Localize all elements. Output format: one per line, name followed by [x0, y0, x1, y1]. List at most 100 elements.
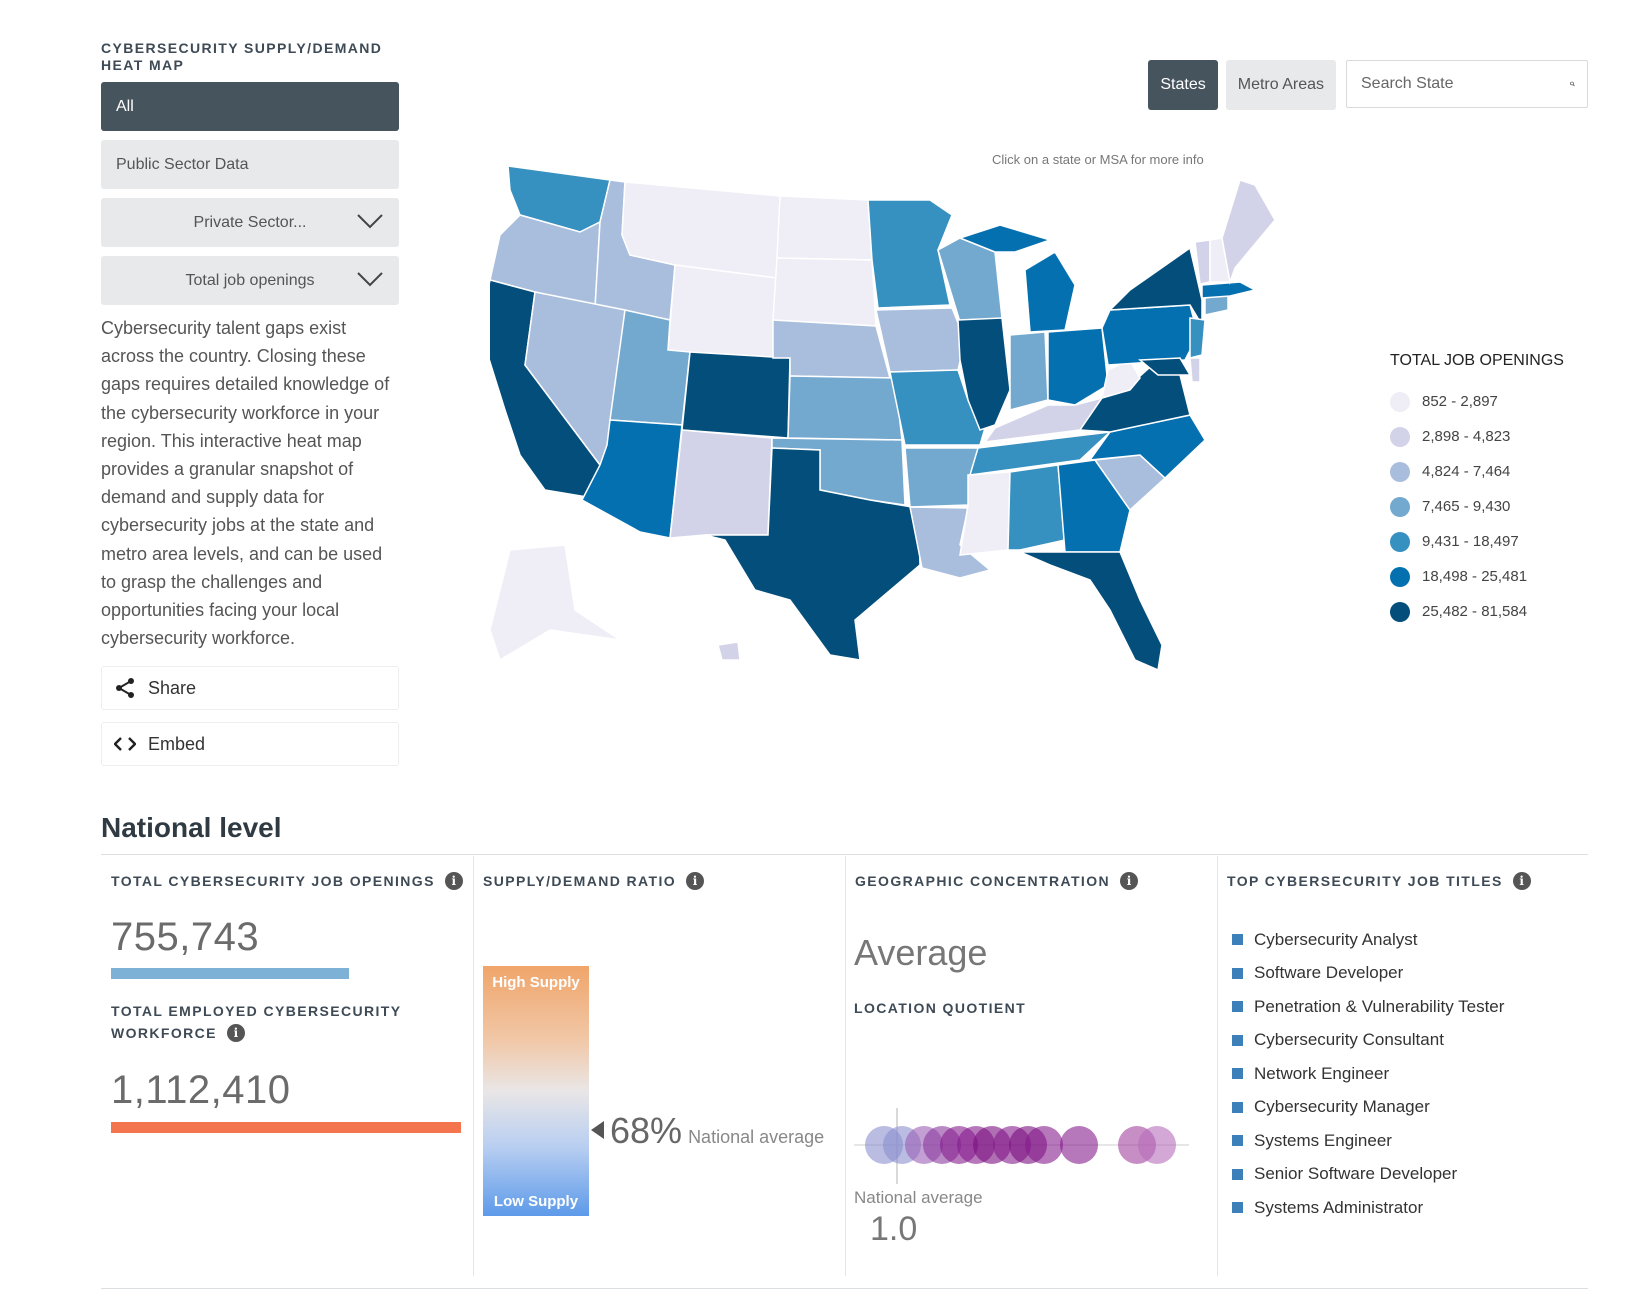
state-AR[interactable]	[904, 447, 979, 508]
state-NJ[interactable]	[1189, 317, 1206, 359]
legend-item: 2,898 - 4,823	[1390, 419, 1564, 454]
lq-title: LOCATION QUOTIENT	[854, 1000, 1027, 1016]
state-AK[interactable]	[490, 544, 621, 662]
state-FL[interactable]	[1019, 551, 1163, 672]
state-NE[interactable]	[772, 319, 891, 379]
filter-public-sector-button[interactable]: Public Sector Data	[101, 140, 399, 189]
list-item: Systems Engineer	[1232, 1124, 1504, 1158]
info-icon[interactable]: i	[444, 872, 463, 890]
bullet-icon	[1232, 967, 1243, 979]
pointer-icon	[591, 1121, 604, 1139]
state-DE[interactable]	[1189, 357, 1201, 383]
code-icon	[114, 733, 136, 755]
state-WY[interactable]	[667, 264, 778, 361]
state-OH[interactable]	[1047, 327, 1109, 406]
metric-dropdown[interactable]: Total job openings	[101, 256, 399, 305]
state-AL[interactable]	[1007, 464, 1066, 551]
lq-dot[interactable]	[1060, 1126, 1098, 1164]
legend-swatch	[1390, 461, 1410, 482]
lq-dot[interactable]	[1138, 1126, 1176, 1164]
workforce-title-line1: TOTAL EMPLOYED CYBERSECURITY	[111, 1003, 402, 1019]
state-MI[interactable]	[1024, 250, 1076, 333]
metric-label: Total job openings	[185, 271, 315, 289]
state-ND[interactable]	[776, 195, 873, 261]
state-MA[interactable]	[1201, 281, 1258, 299]
jobs-title: TOP CYBERSECURITY JOB TITLES i	[1227, 870, 1531, 892]
openings-title: TOTAL CYBERSECURITY JOB OPENINGS i	[111, 870, 463, 892]
ratio-indicator: 68% National average	[589, 1110, 824, 1152]
state-MI-upper[interactable]	[957, 224, 1053, 253]
legend-swatch	[1390, 496, 1410, 517]
workforce-title: TOTAL EMPLOYED CYBERSECURITY WORKFORCE i	[111, 1000, 401, 1044]
description-text: Cybersecurity talent gaps exist across t…	[101, 318, 390, 649]
state-TN[interactable]	[968, 430, 1113, 476]
legend-swatch	[1390, 566, 1410, 587]
share-icon	[114, 677, 136, 699]
state-MD[interactable]	[1138, 357, 1192, 376]
info-icon[interactable]: i	[686, 872, 705, 890]
openings-value: 755,743	[111, 915, 260, 959]
state-MS[interactable]	[959, 471, 1011, 556]
geo-title: GEOGRAPHIC CONCENTRATION i	[855, 870, 1139, 892]
legend-item: 4,824 - 7,464	[1390, 454, 1564, 489]
state-WV[interactable]	[1101, 359, 1141, 400]
bullet-icon	[1232, 934, 1243, 946]
state-CO[interactable]	[681, 351, 791, 439]
state-TX[interactable]	[704, 447, 921, 661]
state-IN[interactable]	[1009, 331, 1049, 411]
job-titles-list: Cybersecurity Analyst Software Developer…	[1232, 923, 1504, 1225]
state-SD[interactable]	[772, 257, 877, 327]
job-title: Cybersecurity Manager	[1254, 1097, 1430, 1117]
search-box	[1346, 60, 1588, 108]
legend-title: TOTAL JOB OPENINGS	[1390, 352, 1564, 369]
state-KS[interactable]	[787, 375, 903, 441]
sidebar: CYBERSECURITY SUPPLY/DEMAND HEAT MAP All…	[101, 40, 399, 778]
list-item: Cybersecurity Analyst	[1232, 923, 1504, 957]
state-IA[interactable]	[875, 307, 966, 373]
search-input[interactable]	[1359, 74, 1570, 94]
column-divider	[845, 856, 846, 1276]
private-sector-dropdown[interactable]: Private Sector...	[101, 198, 399, 247]
legend-swatch	[1390, 601, 1410, 622]
list-item: Software Developer	[1232, 957, 1504, 991]
chevron-down-icon	[357, 272, 383, 287]
list-item: Cybersecurity Consultant	[1232, 1024, 1504, 1058]
bullet-icon	[1232, 1001, 1243, 1013]
geo-title-text: GEOGRAPHIC CONCENTRATION	[855, 873, 1111, 889]
list-item: Cybersecurity Manager	[1232, 1091, 1504, 1125]
embed-label: Embed	[148, 733, 206, 754]
list-item: Penetration & Vulnerability Tester	[1232, 990, 1504, 1024]
state-NM[interactable]	[669, 429, 773, 539]
us-heat-map[interactable]	[490, 160, 1350, 708]
national-heading: National level	[101, 812, 282, 843]
openings-title-text: TOTAL CYBERSECURITY JOB OPENINGS	[111, 873, 435, 889]
share-label: Share	[148, 677, 197, 698]
workforce-bar	[111, 1122, 461, 1133]
share-button[interactable]: Share	[101, 666, 399, 711]
state-NY[interactable]	[1108, 246, 1203, 328]
state-MN[interactable]	[867, 199, 953, 309]
info-icon[interactable]: i	[1120, 872, 1139, 890]
ratio-title-text: SUPPLY/DEMAND RATIO	[483, 873, 677, 889]
info-icon[interactable]: i	[226, 1024, 245, 1042]
state-IL[interactable]	[957, 317, 1011, 431]
lq-value: 1.0	[870, 1210, 918, 1248]
embed-button[interactable]: Embed	[101, 722, 399, 767]
info-icon[interactable]: i	[1512, 872, 1531, 890]
state-WI[interactable]	[937, 237, 1003, 323]
column-divider	[1217, 856, 1218, 1276]
filter-all-button[interactable]: All	[101, 82, 399, 131]
bullet-icon	[1232, 1034, 1243, 1046]
search-icon[interactable]	[1570, 74, 1575, 94]
supply-gradient-scale: High Supply Low Supply	[483, 966, 589, 1216]
legend-label: 2,898 - 4,823	[1422, 428, 1511, 445]
metro-areas-toggle[interactable]: Metro Areas	[1225, 60, 1336, 110]
state-PA[interactable]	[1101, 304, 1199, 366]
lq-dot[interactable]	[1025, 1126, 1063, 1164]
state-HI[interactable]	[717, 641, 741, 661]
geo-value: Average	[854, 932, 988, 973]
legend-label: 7,465 - 9,430	[1422, 498, 1511, 515]
job-title: Systems Administrator	[1254, 1197, 1424, 1217]
state-ME[interactable]	[1221, 179, 1276, 285]
states-toggle[interactable]: States	[1148, 60, 1218, 110]
